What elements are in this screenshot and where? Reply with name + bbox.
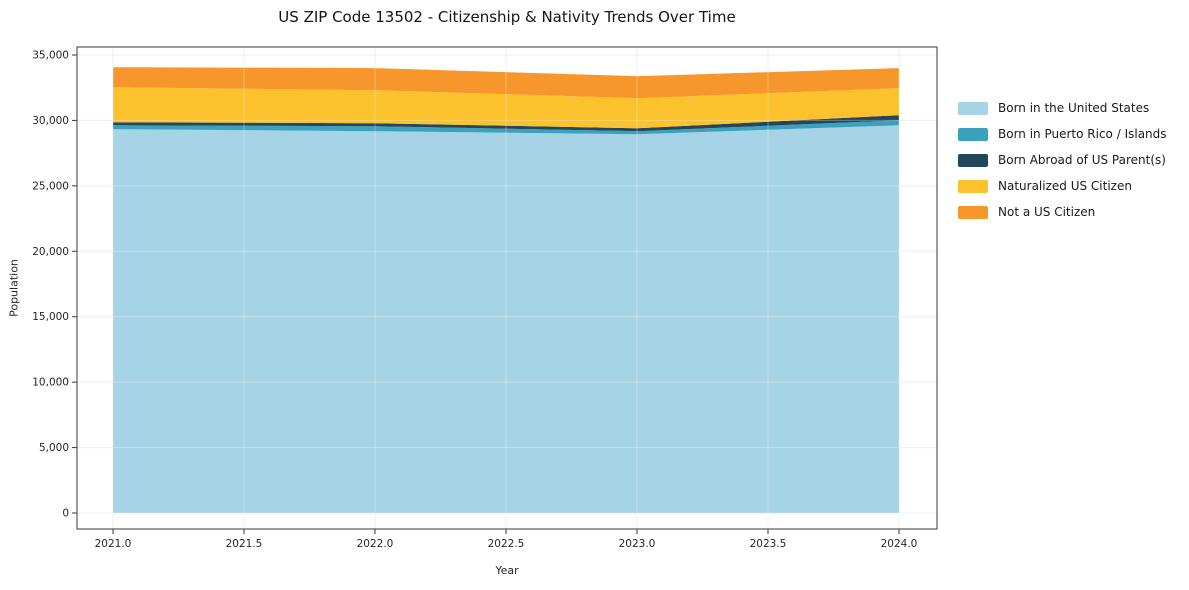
legend-swatch [958, 101, 988, 115]
legend-label: Naturalized US Citizen [998, 179, 1132, 193]
x-axis-label: Year [495, 564, 519, 577]
legend-label: Born in Puerto Rico / Islands [998, 127, 1167, 141]
area-series-1 [113, 120, 899, 135]
x-tick-label: 2021.5 [226, 538, 263, 550]
legend-label: Born Abroad of US Parent(s) [998, 153, 1166, 167]
y-tick-label: 30,000 [32, 115, 69, 127]
legend-item: Born Abroad of US Parent(s) [958, 147, 1167, 173]
x-tick-label: 2023.0 [619, 538, 656, 550]
area-series-2 [113, 115, 899, 132]
y-tick-label: 0 [62, 508, 69, 520]
x-tick-label: 2024.0 [881, 538, 918, 550]
y-tick-label: 5,000 [39, 442, 69, 454]
y-tick-label: 10,000 [32, 377, 69, 389]
y-tick-label: 35,000 [32, 50, 69, 62]
chart-title: US ZIP Code 13502 - Citizenship & Nativi… [278, 8, 736, 26]
area-series-4 [113, 67, 899, 99]
legend-item: Not a US Citizen [958, 199, 1167, 225]
legend-swatch [958, 205, 988, 219]
x-tick-label: 2023.5 [750, 538, 787, 550]
legend: Born in the United States Born in Puerto … [958, 95, 1167, 225]
x-tick-label: 2022.0 [357, 538, 394, 550]
x-tick-label: 2021.0 [95, 538, 132, 550]
legend-item: Born in the United States [958, 95, 1167, 121]
area-series-3 [113, 87, 899, 129]
y-tick-label: 15,000 [32, 311, 69, 323]
y-tick-label: 25,000 [32, 180, 69, 192]
y-tick-label: 20,000 [32, 246, 69, 258]
legend-label: Not a US Citizen [998, 205, 1096, 219]
legend-item: Born in Puerto Rico / Islands [958, 121, 1167, 147]
area-series-0 [113, 125, 899, 514]
x-tick-label: 2022.5 [488, 538, 525, 550]
plot-frame [76, 46, 938, 530]
legend-item: Naturalized US Citizen [958, 173, 1167, 199]
legend-label: Born in the United States [998, 101, 1150, 115]
legend-swatch [958, 127, 988, 141]
legend-swatch [958, 179, 988, 193]
legend-swatch [958, 153, 988, 167]
